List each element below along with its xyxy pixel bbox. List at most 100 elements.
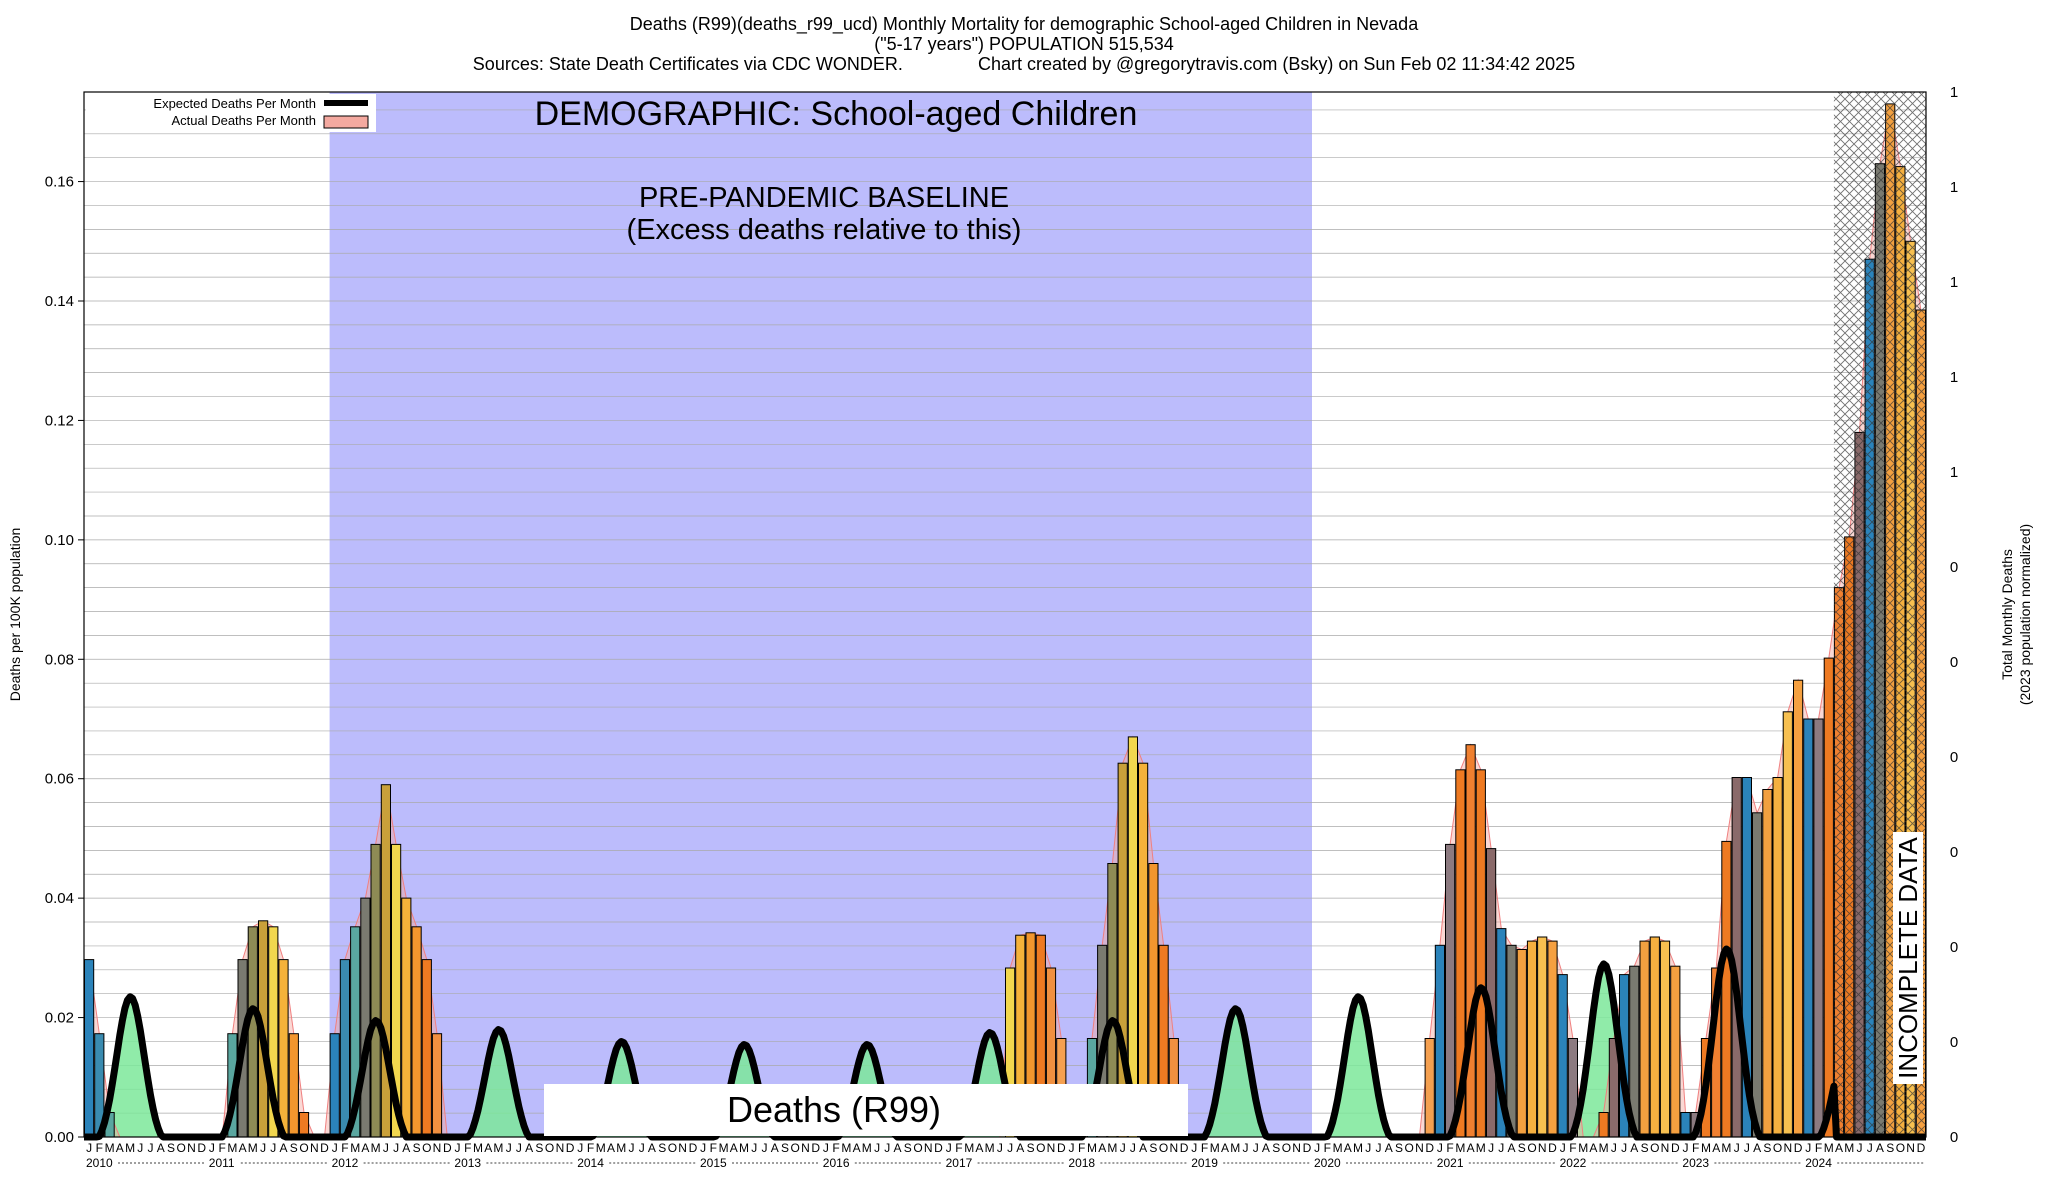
x-month-label: M bbox=[719, 1141, 729, 1155]
bar bbox=[1445, 843, 1456, 1138]
bar bbox=[1803, 718, 1814, 1138]
x-month-label: D bbox=[1671, 1141, 1680, 1155]
x-month-label: A bbox=[484, 1141, 492, 1155]
incomplete-label-box bbox=[1893, 832, 1923, 1084]
x-month-label: J bbox=[700, 1141, 706, 1155]
x-month-label: S bbox=[167, 1141, 175, 1155]
x-month-label: D bbox=[1425, 1141, 1434, 1155]
bar bbox=[278, 959, 289, 1138]
x-month-label: M bbox=[1230, 1141, 1240, 1155]
x-month-label: M bbox=[1844, 1141, 1854, 1155]
x-month-label: M bbox=[350, 1141, 360, 1155]
x-month-label: J bbox=[260, 1141, 266, 1155]
x-month-label: D bbox=[1057, 1141, 1066, 1155]
x-month-label: M bbox=[739, 1141, 749, 1155]
x-month-label: D bbox=[1794, 1141, 1803, 1155]
y2-tick-label: 0 bbox=[1950, 654, 1958, 671]
bar bbox=[84, 959, 95, 1138]
x-month-label: J bbox=[516, 1141, 522, 1155]
x-month-label: A bbox=[730, 1141, 738, 1155]
x-month-label: J bbox=[1857, 1141, 1863, 1155]
x-month-label: O bbox=[1896, 1141, 1905, 1155]
x-month-label: J bbox=[1007, 1141, 1013, 1155]
x-year-label: 2023 bbox=[1682, 1156, 1709, 1170]
x-month-label: A bbox=[1753, 1141, 1761, 1155]
x-month-label: J bbox=[823, 1141, 829, 1155]
x-month-label: A bbox=[1344, 1141, 1352, 1155]
x-month-label: J bbox=[629, 1141, 635, 1155]
x-month-label: A bbox=[1467, 1141, 1475, 1155]
bar bbox=[1680, 1112, 1691, 1138]
x-month-label: S bbox=[1149, 1141, 1157, 1155]
x-month-label: N bbox=[556, 1141, 565, 1155]
x-month-label: J bbox=[148, 1141, 154, 1155]
x-month-label: N bbox=[801, 1141, 810, 1155]
x-month-label: A bbox=[1016, 1141, 1024, 1155]
x-month-label: A bbox=[1262, 1141, 1270, 1155]
x-month-label: J bbox=[1437, 1141, 1443, 1155]
x-month-label: M bbox=[1333, 1141, 1343, 1155]
baseline-band bbox=[329, 92, 1313, 1137]
x-month-label: N bbox=[1415, 1141, 1424, 1155]
x-month-label: M bbox=[227, 1141, 237, 1155]
x-year-label: 2022 bbox=[1560, 1156, 1587, 1170]
x-year-label: 2013 bbox=[454, 1156, 481, 1170]
bar bbox=[329, 1033, 340, 1138]
x-month-label: J bbox=[762, 1141, 768, 1155]
x-month-label: M bbox=[1107, 1141, 1117, 1155]
x-month-label: J bbox=[1498, 1141, 1504, 1155]
cause-box bbox=[544, 1084, 1188, 1136]
x-month-label: O bbox=[177, 1141, 186, 1155]
x-month-label: A bbox=[1385, 1141, 1393, 1155]
x-month-label: M bbox=[985, 1141, 995, 1155]
bar bbox=[1598, 1112, 1609, 1138]
x-month-label: F bbox=[1815, 1141, 1822, 1155]
x-month-label: F bbox=[710, 1141, 717, 1155]
x-month-label: D bbox=[197, 1141, 206, 1155]
x-month-label: A bbox=[1589, 1141, 1597, 1155]
x-month-label: A bbox=[893, 1141, 901, 1155]
x-month-label: M bbox=[248, 1141, 258, 1155]
x-month-label: M bbox=[1476, 1141, 1486, 1155]
x-month-label: S bbox=[1641, 1141, 1649, 1155]
chart-title: Deaths (R99)(deaths_r99_ucd) Monthly Mor… bbox=[629, 14, 1419, 34]
x-month-label: D bbox=[811, 1141, 820, 1155]
bar bbox=[288, 1033, 299, 1138]
x-month-label: J bbox=[393, 1141, 399, 1155]
x-month-label: M bbox=[1210, 1141, 1220, 1155]
x-month-label: S bbox=[1272, 1141, 1280, 1155]
x-month-label: F bbox=[1078, 1141, 1085, 1155]
bar bbox=[1823, 657, 1834, 1138]
x-month-label: D bbox=[1180, 1141, 1189, 1155]
x-year-label: 2015 bbox=[700, 1156, 727, 1170]
x-month-label: J bbox=[1488, 1141, 1494, 1155]
y-tick-label: 0.10 bbox=[45, 532, 74, 549]
legend-label-expected: Expected Deaths Per Month bbox=[153, 96, 316, 111]
x-month-label: N bbox=[1906, 1141, 1915, 1155]
bar bbox=[1772, 777, 1783, 1138]
x-month-label: M bbox=[1353, 1141, 1363, 1155]
x-month-label: A bbox=[361, 1141, 369, 1155]
x-month-label: D bbox=[1917, 1141, 1926, 1155]
x-month-label: J bbox=[1734, 1141, 1740, 1155]
x-month-label: A bbox=[1835, 1141, 1843, 1155]
baseline-sublabel: (Excess deaths relative to this) bbox=[627, 214, 1022, 246]
x-year-label: 2017 bbox=[946, 1156, 973, 1170]
x-month-label: M bbox=[1087, 1141, 1097, 1155]
x-month-label: J bbox=[1867, 1141, 1873, 1155]
x-month-label: F bbox=[1201, 1141, 1208, 1155]
x-month-label: M bbox=[1578, 1141, 1588, 1155]
x-month-label: A bbox=[1630, 1141, 1638, 1155]
x-month-label: J bbox=[1683, 1141, 1689, 1155]
x-month-label: J bbox=[874, 1141, 880, 1155]
x-month-label: J bbox=[137, 1141, 143, 1155]
y-axis-label: Deaths per 100K population bbox=[7, 528, 23, 702]
x-year-label: 2018 bbox=[1068, 1156, 1095, 1170]
x-month-label: M bbox=[862, 1141, 872, 1155]
x-month-label: J bbox=[270, 1141, 276, 1155]
x-month-label: O bbox=[1282, 1141, 1291, 1155]
x-month-label: M bbox=[616, 1141, 626, 1155]
cause-label: Deaths (R99) bbox=[727, 1089, 941, 1130]
x-month-label: F bbox=[1446, 1141, 1453, 1155]
x-month-label: A bbox=[1221, 1141, 1229, 1155]
